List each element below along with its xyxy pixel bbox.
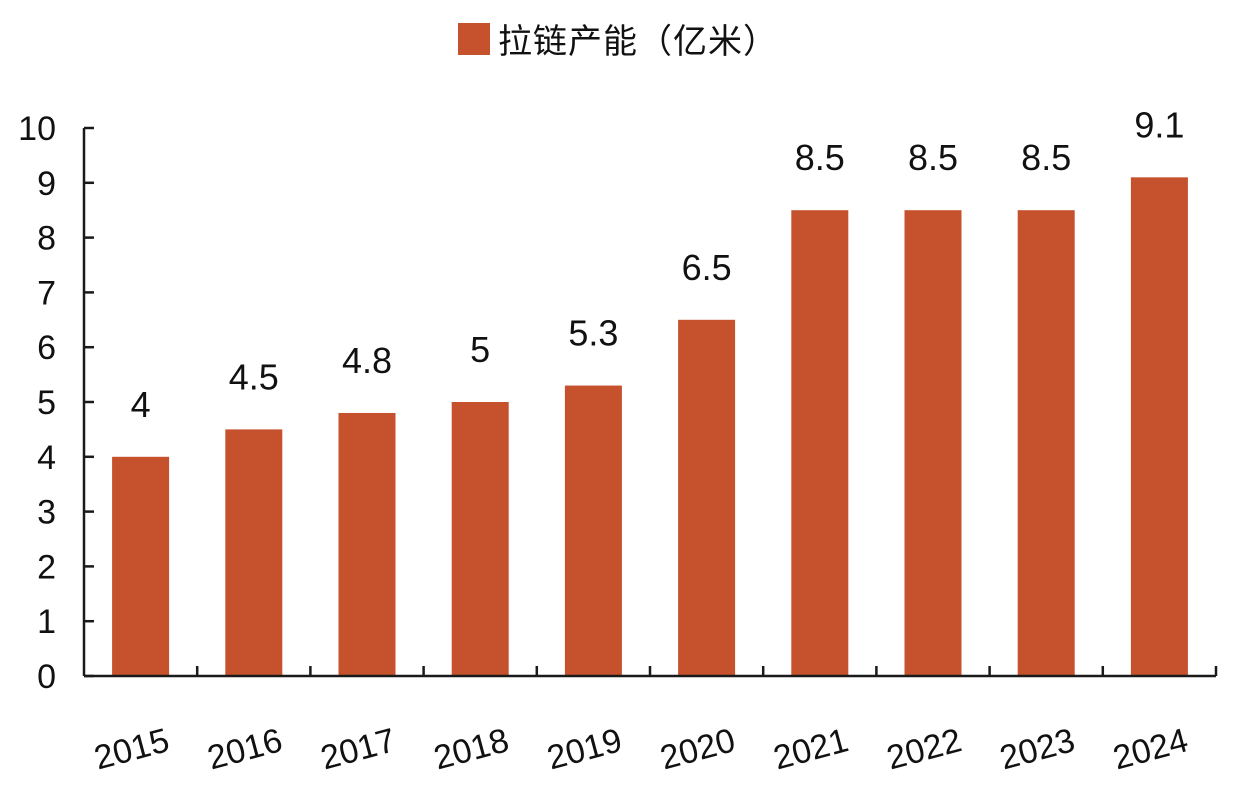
data-label: 5 [470, 329, 490, 370]
x-tick-label: 2022 [883, 721, 966, 777]
y-tick-label: 2 [37, 548, 56, 586]
y-tick-label: 3 [37, 494, 56, 532]
y-tick-label: 8 [37, 220, 56, 258]
x-ticks: 2015 2016 2017 2018 2019 2020 2021 2022 2023 2024 [90, 666, 1218, 778]
legend-swatch [458, 22, 490, 55]
x-tick-label: 2023 [996, 721, 1079, 777]
y-tick-label: 7 [37, 274, 56, 312]
data-label: 6.5 [682, 247, 732, 288]
x-tick-label: 2024 [1109, 721, 1192, 777]
x-tick-label: 2020 [656, 721, 739, 777]
bars-layer [112, 177, 1188, 676]
data-label: 8.5 [908, 137, 958, 178]
bar-2020 [678, 319, 736, 676]
data-labels: 4 4.5 4.8 5 5.3 6.5 8.5 8.5 8.5 9.1 [131, 104, 1185, 424]
y-ticks: 0 1 2 3 4 5 6 7 8 9 10 [18, 110, 94, 696]
y-tick-label: 0 [37, 658, 56, 696]
data-label: 4.8 [342, 340, 392, 381]
data-label: 4.5 [229, 356, 279, 397]
bar-2023 [1017, 210, 1075, 676]
x-tick-label: 2021 [770, 721, 853, 777]
bar-2018 [451, 402, 509, 676]
legend-label: 拉链产能（亿米） [498, 22, 778, 62]
x-tick-label: 2017 [317, 721, 400, 777]
data-label: 8.5 [795, 137, 845, 178]
x-tick-label: 2019 [543, 721, 626, 777]
y-tick-label: 6 [37, 329, 56, 367]
y-tick-label: 4 [37, 439, 56, 477]
bar-2016 [225, 429, 283, 676]
bar-2017 [338, 412, 396, 676]
x-tick-label: 2018 [430, 721, 513, 777]
bar-2022 [904, 210, 962, 676]
bar-2015 [112, 456, 170, 676]
bar-2024 [1130, 177, 1188, 676]
y-tick-label: 5 [37, 384, 56, 422]
y-tick-label: 1 [37, 603, 56, 641]
x-tick-label: 2015 [90, 721, 173, 777]
data-label: 9.1 [1134, 104, 1184, 145]
data-label: 5.3 [568, 313, 618, 354]
data-label: 4 [131, 384, 151, 425]
y-tick-label: 9 [37, 165, 56, 203]
data-label: 8.5 [1021, 137, 1071, 178]
y-tick-label: 10 [18, 110, 56, 148]
x-tick-label: 2016 [204, 721, 287, 777]
bar-2021 [791, 210, 849, 676]
legend: 拉链产能（亿米） [0, 14, 1236, 63]
bar-2019 [564, 385, 622, 676]
